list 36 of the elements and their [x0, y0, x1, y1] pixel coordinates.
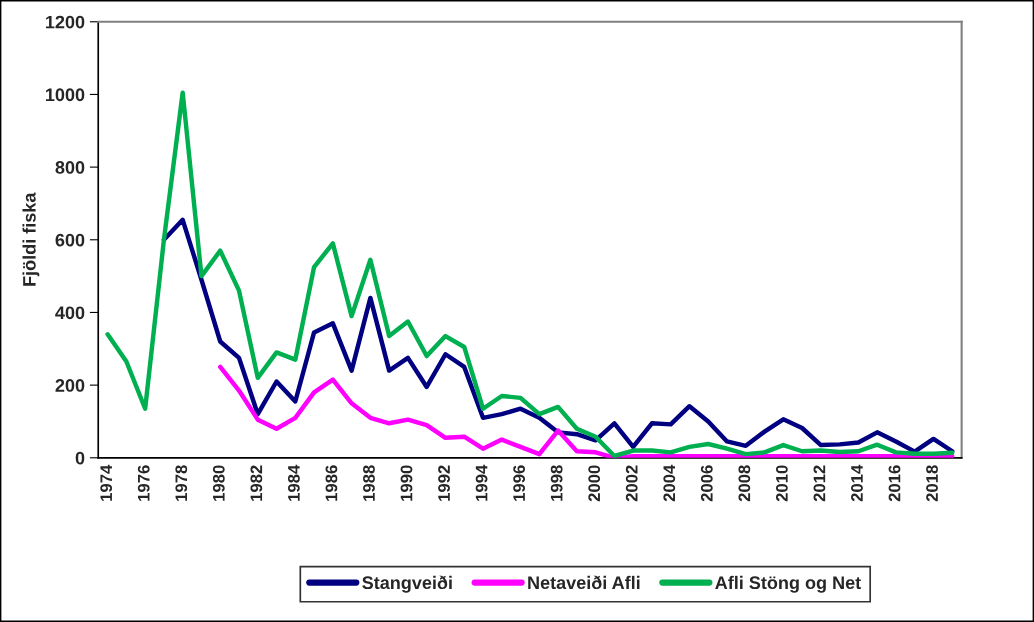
y-axis-title: Fjöldi fiska: [22, 192, 40, 286]
x-tick-label: 2016: [888, 465, 901, 502]
legend-label: Stangveiði: [362, 575, 452, 593]
x-tick-label: 2018: [926, 465, 938, 502]
x-tick-label: 1976: [137, 465, 150, 501]
x-tick-label: 1986: [325, 465, 338, 501]
legend-label: Afli Stöng og Net: [715, 575, 861, 593]
x-tick-label: 2002: [625, 465, 638, 502]
x-tick-label: 1988: [363, 465, 375, 501]
x-tick-label: 1978: [175, 465, 188, 501]
x-tick-label: 2000: [588, 465, 601, 502]
x-tick-label: 1980: [212, 465, 225, 501]
x-tick-label: 1982: [250, 465, 263, 501]
x-tick-label: 1998: [550, 465, 563, 501]
x-tick-label: 2006: [700, 465, 713, 502]
x-tick-label: 1990: [400, 465, 413, 501]
x-tick-label: 2012: [813, 465, 826, 502]
y-tick-label: 1000: [46, 88, 85, 102]
x-tick-label: 2014: [851, 464, 863, 502]
y-tick-label: 400: [55, 306, 85, 320]
x-tick-label: 1996: [513, 465, 526, 501]
line-series: [218, 364, 955, 458]
y-tick-label: 600: [55, 233, 85, 247]
x-tick-label: 2008: [738, 465, 751, 502]
x-tick-label: 1994: [475, 464, 488, 501]
x-tick-label: 1992: [438, 465, 450, 501]
x-tick-label: 1984: [287, 464, 300, 501]
x-tick-label: 1974: [100, 464, 113, 501]
y-tick-label: 0: [75, 451, 85, 465]
line-series: [105, 90, 955, 458]
legend-label: Netaveiði Afli: [528, 575, 640, 590]
y-tick-label: 200: [55, 379, 85, 392]
y-tick-label: 1200: [46, 15, 85, 29]
y-tick-label: 800: [55, 161, 85, 174]
x-tick-label: 2010: [775, 465, 788, 502]
x-tick-label: 2004: [663, 464, 676, 502]
